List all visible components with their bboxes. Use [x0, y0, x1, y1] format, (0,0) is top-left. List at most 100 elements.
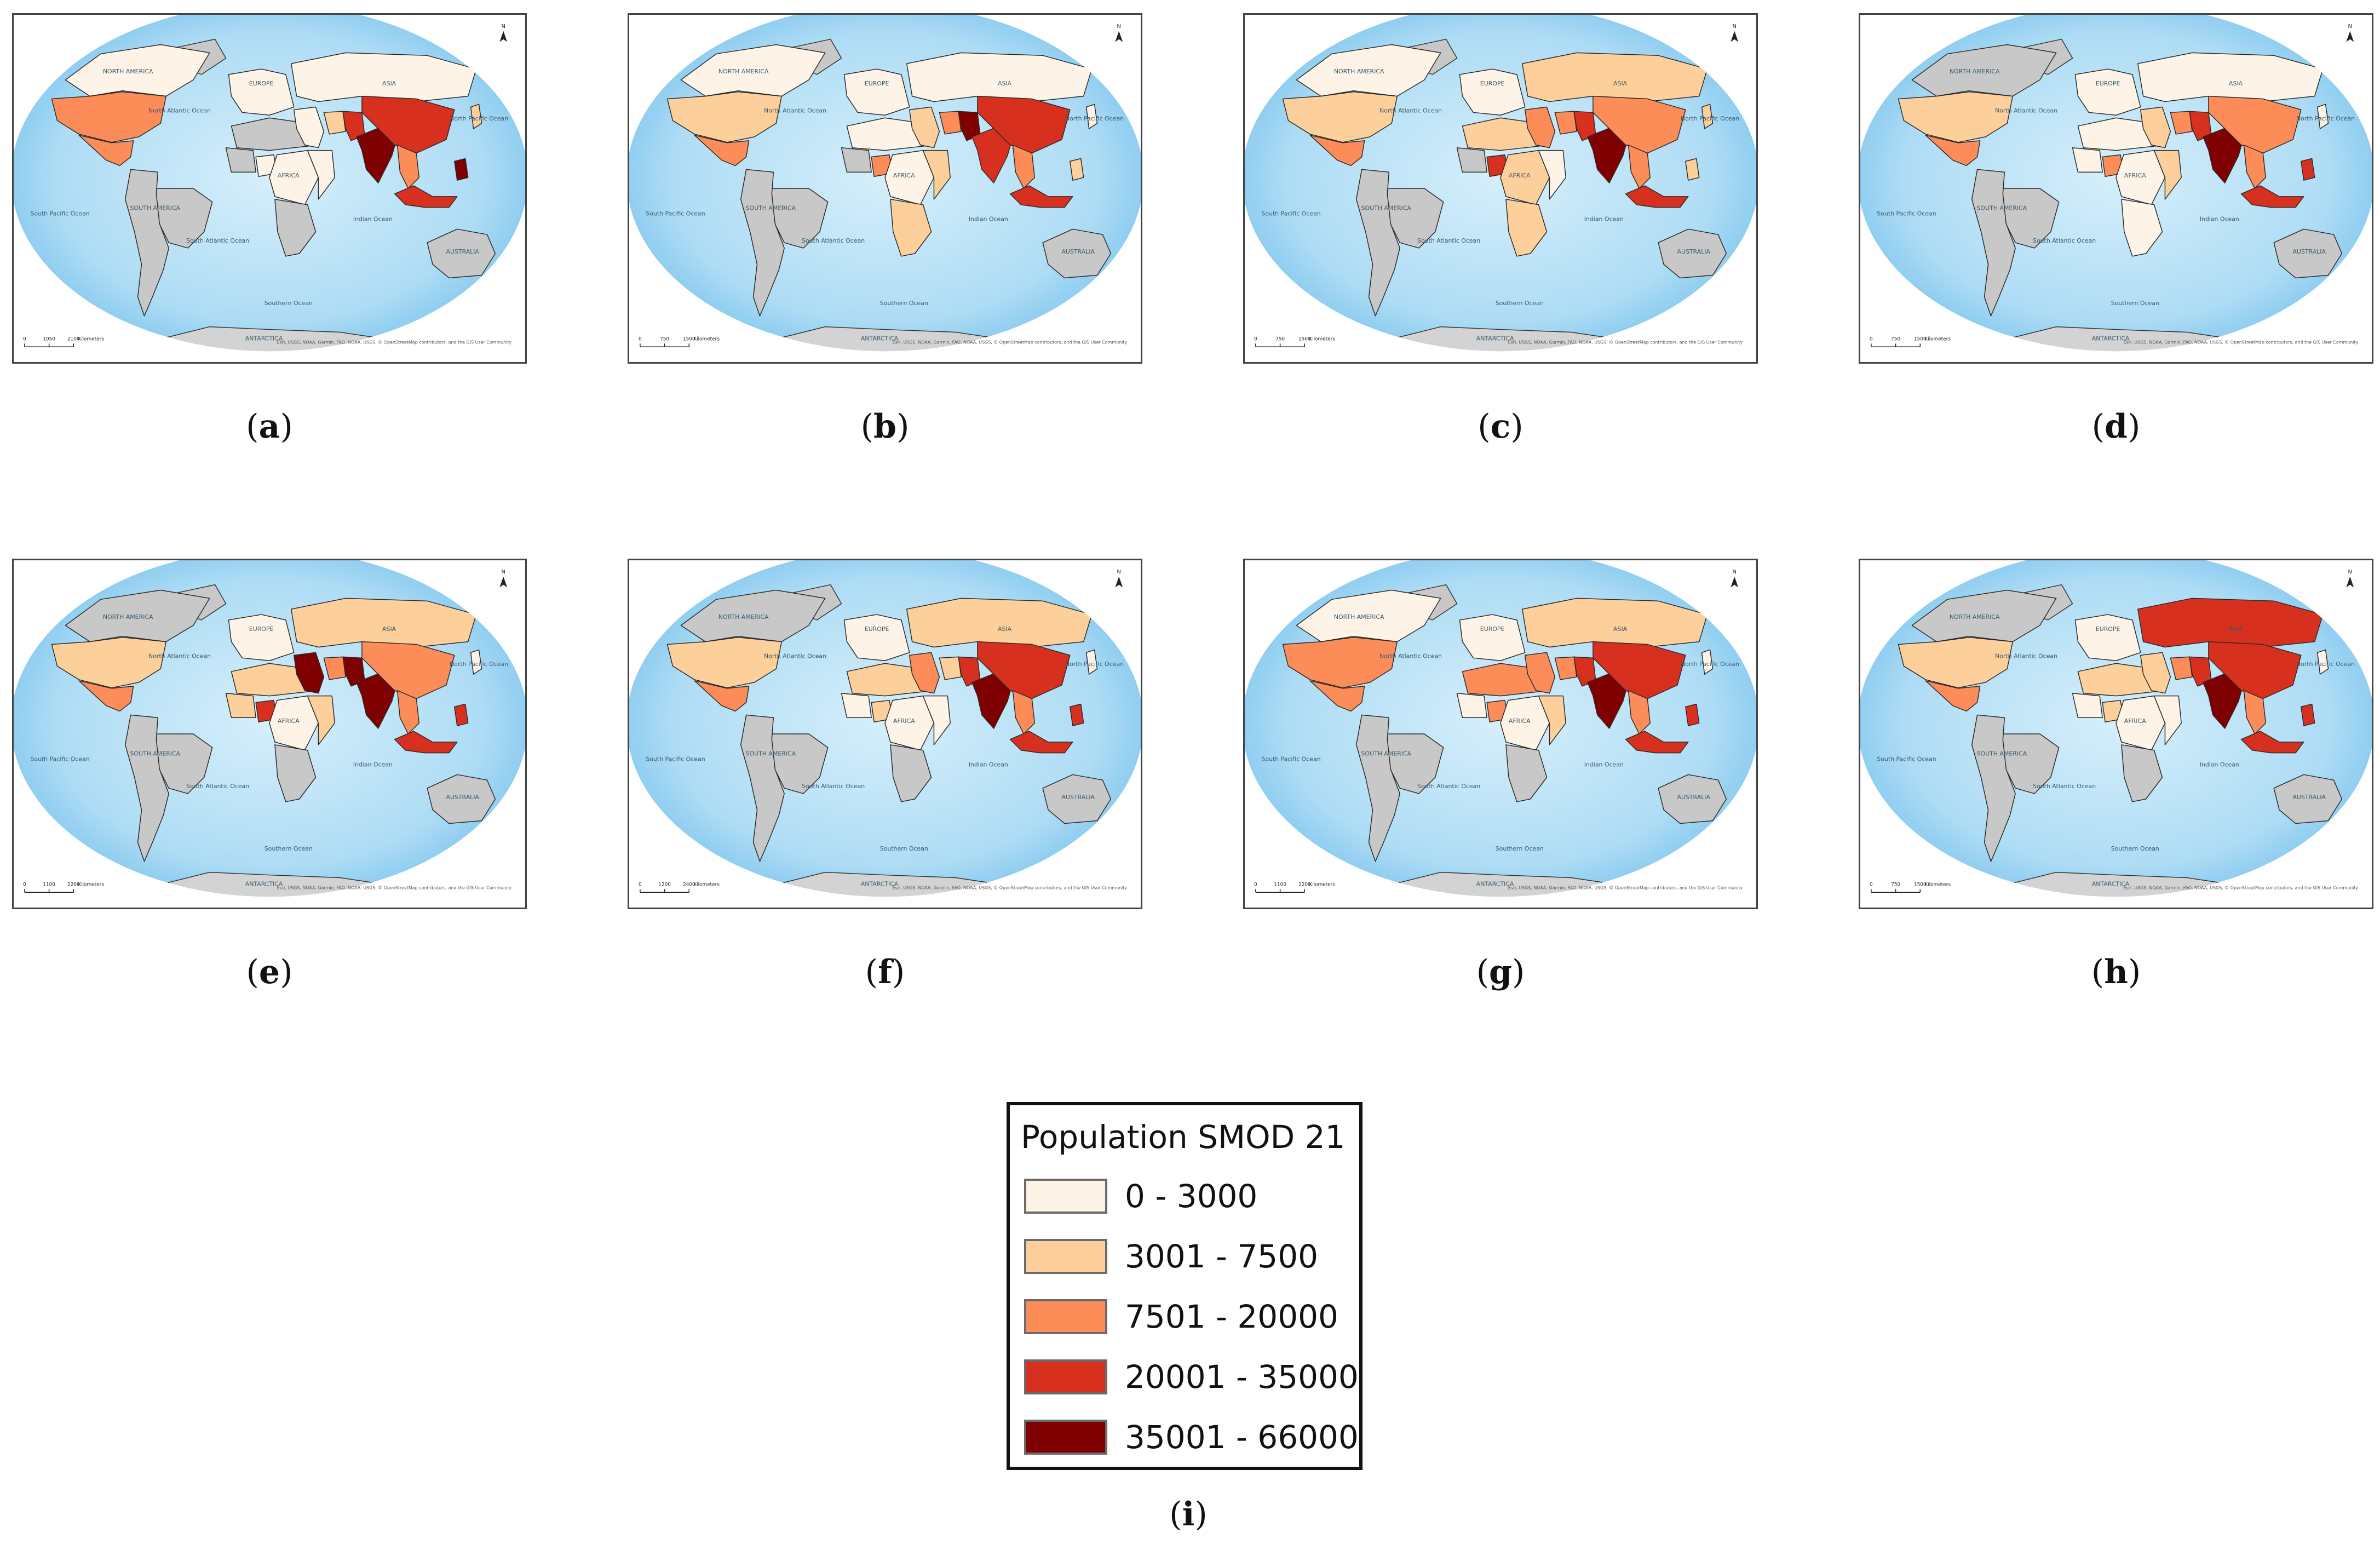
map-label-asia: ASIA: [1613, 625, 1628, 633]
legend-swatch-2: [1024, 1239, 1107, 1274]
map-attribution: Esri, USGS, NOAA, Garmin, FAO, NOAA, USG…: [277, 885, 512, 890]
world-map-d: NORTH AMERICA SOUTH AMERICA AFRICA EUROPE AS…: [1860, 15, 2372, 352]
region-australia: [2273, 774, 2343, 824]
region-indonesia: [394, 731, 458, 754]
map-caption-letter: g: [1489, 953, 1512, 991]
region-east-africa: [307, 150, 335, 200]
region-east-africa: [307, 695, 335, 745]
region-japan: [1085, 104, 1098, 129]
region-east-africa: [1538, 695, 1566, 745]
region-mexico: [1309, 680, 1365, 712]
region-south-america-rest: [124, 714, 169, 862]
region-indonesia: [2240, 731, 2304, 754]
map-panel-b: NORTH AMERICA SOUTH AMERICA AFRICA EUROPE AS…: [628, 13, 1142, 364]
map-label-indian: Indian Ocean: [969, 761, 1008, 768]
map-label-north-america: NORTH AMERICA: [1334, 613, 1384, 621]
region-philippines: [2301, 703, 2315, 726]
region-usa: [1282, 91, 1398, 143]
region-philippines: [1070, 158, 1084, 181]
region-usa: [51, 91, 166, 143]
region-australia: [427, 774, 496, 824]
map-label-n-pacific: North Pacific Ocean: [1681, 115, 1739, 122]
region-south-africa: [274, 744, 317, 802]
region-middle-east: [293, 106, 325, 148]
region-south-america-rest: [124, 169, 169, 317]
region-southeast-asia: [396, 145, 419, 189]
scale-tick-label: 750: [1275, 336, 1285, 342]
region-indonesia: [1625, 731, 1689, 754]
map-panel-h: NORTH AMERICA SOUTH AMERICA AFRICA EUROPE AS…: [1859, 559, 2373, 909]
region-south-america-rest: [1971, 169, 2016, 317]
map-label-indian: Indian Ocean: [2200, 761, 2239, 768]
scale-tick-label: 2200: [1298, 882, 1311, 887]
map-label-antarctica: ANTARCTICA: [2092, 880, 2130, 887]
region-europe: [2074, 614, 2141, 662]
region-south-africa: [2121, 199, 2163, 257]
region-mexico: [78, 135, 134, 167]
map-label-s-pacific: South Pacific Ocean: [1261, 210, 1320, 217]
region-usa: [51, 636, 166, 688]
map-label-indian: Indian Ocean: [353, 215, 393, 222]
region-philippines: [2301, 158, 2315, 181]
map-caption-letter: h: [2104, 953, 2128, 991]
map-label-indian: Indian Ocean: [353, 761, 393, 768]
map-label-s-pacific: South Pacific Ocean: [30, 210, 89, 217]
region-australia: [1658, 774, 1727, 824]
map-label-europe: EUROPE: [865, 625, 889, 633]
region-russia: [1521, 598, 1708, 648]
map-label-southern: Southern Ocean: [2111, 845, 2159, 852]
map-label-asia: ASIA: [2229, 80, 2243, 87]
north-arrow-label: N: [1117, 569, 1121, 575]
map-caption-f: (f): [865, 953, 905, 991]
north-arrow-icon: [2346, 576, 2354, 588]
region-southeast-asia: [1628, 145, 1651, 189]
map-label-s-pacific: South Pacific Ocean: [646, 756, 705, 763]
map-label-north-america: NORTH AMERICA: [103, 68, 153, 75]
map-label-s-atlantic: South Atlantic Ocean: [1417, 783, 1480, 790]
map-label-southern: Southern Ocean: [1496, 845, 1544, 852]
map-label-asia: ASIA: [382, 625, 396, 633]
region-russia: [906, 598, 1093, 648]
north-arrow-icon: [2346, 31, 2354, 42]
region-west-africa: [1456, 692, 1487, 719]
map-caption-b: (b): [860, 407, 910, 446]
region-iran: [1554, 111, 1577, 135]
north-arrow-label: N: [2348, 569, 2352, 575]
region-west-africa: [225, 692, 256, 719]
map-attribution: Esri, USGS, NOAA, Garmin, FAO, NOAA, USG…: [277, 340, 512, 345]
region-iran: [2170, 656, 2193, 680]
map-panel-e: NORTH AMERICA SOUTH AMERICA AFRICA EUROPE AS…: [12, 559, 527, 909]
region-south-africa: [2121, 744, 2163, 802]
region-usa: [666, 91, 782, 143]
region-antarctica: [1386, 326, 1626, 352]
map-label-southern: Southern Ocean: [2111, 300, 2159, 307]
scale-tick-label: 1050: [43, 336, 55, 342]
map-label-europe: EUROPE: [2096, 80, 2120, 87]
region-antarctica: [2001, 326, 2242, 352]
region-indonesia: [1009, 731, 1073, 754]
region-west-africa: [841, 147, 872, 173]
map-label-n-atlantic: North Atlantic Ocean: [1379, 107, 1442, 114]
region-indonesia: [2240, 185, 2304, 208]
scale-tick-label: 2100: [67, 336, 80, 342]
legend-title: Population SMOD 21: [1021, 1118, 1346, 1156]
region-russia: [1521, 52, 1708, 102]
region-southeast-asia: [1012, 145, 1035, 189]
map-label-indian: Indian Ocean: [1584, 215, 1624, 222]
region-west-africa: [1456, 147, 1487, 173]
region-australia: [427, 228, 496, 279]
region-southeast-asia: [1628, 690, 1651, 734]
map-label-antarctica: ANTARCTICA: [2092, 335, 2130, 342]
map-attribution: Esri, USGS, NOAA, Garmin, FAO, NOAA, USG…: [1508, 340, 1743, 345]
region-iran: [2170, 111, 2193, 135]
map-label-antarctica: ANTARCTICA: [245, 335, 283, 342]
map-caption-letter: f: [878, 953, 892, 991]
map-label-europe: EUROPE: [865, 80, 889, 87]
scale-units: Kilometers: [1309, 336, 1335, 342]
map-label-australia: AUSTRALIA: [2292, 794, 2326, 801]
region-middle-east: [293, 652, 325, 694]
map-label-s-atlantic: South Atlantic Ocean: [186, 237, 249, 244]
